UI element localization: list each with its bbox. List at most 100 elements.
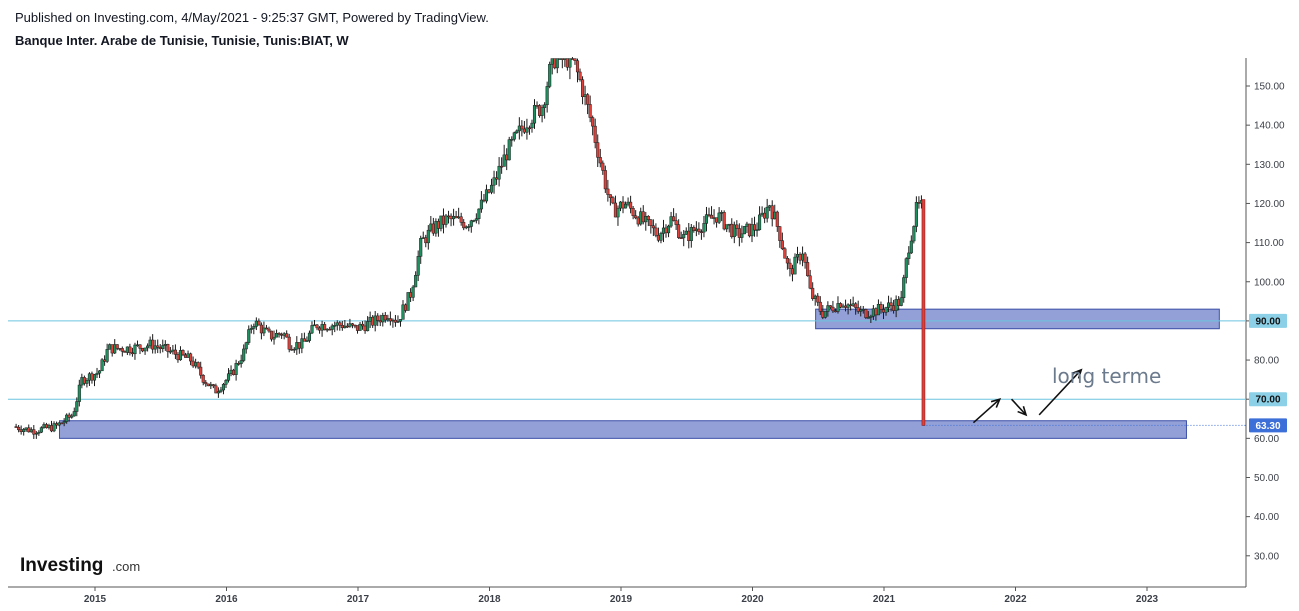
candle-body	[666, 225, 671, 234]
price-badge-label: 70.00	[1255, 395, 1280, 406]
candle	[153, 339, 157, 354]
candle	[113, 339, 117, 355]
candle-body	[532, 105, 537, 124]
candle	[140, 347, 145, 353]
candle-body	[57, 422, 61, 426]
candle	[704, 206, 709, 232]
candle-body	[482, 199, 486, 202]
candle	[232, 368, 236, 376]
candle	[760, 206, 764, 217]
candle-body	[515, 130, 519, 133]
candle-body	[318, 327, 322, 331]
y-tick-label: 80.00	[1254, 356, 1279, 367]
candle	[229, 365, 233, 377]
y-tick-label: 140.00	[1254, 121, 1285, 132]
candle-body	[864, 309, 868, 318]
candle-body	[591, 117, 595, 127]
candle	[811, 282, 815, 301]
candle-body	[497, 165, 501, 180]
candle	[239, 354, 243, 368]
candle	[742, 226, 746, 235]
candle	[138, 344, 142, 355]
candle-body	[406, 292, 410, 311]
candle	[19, 425, 23, 435]
candle	[27, 424, 31, 433]
candle-body	[727, 223, 731, 226]
candle-body	[373, 315, 377, 326]
candle-body	[661, 227, 666, 234]
candle	[285, 330, 289, 338]
candle	[578, 68, 582, 82]
candle-body	[773, 211, 777, 220]
candle	[363, 320, 367, 334]
candle	[123, 350, 127, 353]
candle	[616, 205, 620, 226]
arrow-head	[1072, 368, 1083, 379]
candle-body	[439, 215, 443, 229]
candle	[482, 194, 486, 203]
candle-body	[593, 125, 597, 143]
candle	[42, 422, 46, 429]
candle-body	[808, 275, 812, 289]
price-badges: 90.00 70.00 63.30	[1249, 313, 1287, 433]
candle	[909, 235, 913, 254]
y-tick-label: 120.00	[1254, 199, 1285, 210]
candle-body	[641, 211, 645, 223]
candle-body	[823, 311, 827, 318]
candle-body	[553, 58, 557, 69]
candle	[287, 333, 291, 353]
candle	[376, 313, 380, 327]
candle	[221, 382, 226, 395]
candle-body	[434, 221, 438, 234]
candle	[474, 213, 478, 224]
candle-body	[302, 338, 306, 342]
candle-body	[861, 309, 865, 311]
candle	[47, 423, 51, 430]
candle	[725, 224, 729, 233]
candle	[543, 102, 547, 119]
candle-body	[558, 58, 562, 60]
candle	[902, 274, 906, 303]
candle-body	[343, 325, 347, 329]
candle	[502, 144, 506, 167]
candle-body	[522, 128, 526, 133]
candle	[752, 216, 757, 237]
candle	[813, 294, 817, 306]
y-tick-label: 60.00	[1254, 434, 1279, 445]
candle	[575, 58, 580, 83]
candle	[55, 421, 59, 429]
arrow-shaft	[1038, 369, 1082, 416]
candle	[32, 425, 36, 439]
candle-body	[257, 320, 261, 326]
candle	[82, 375, 86, 386]
candle	[419, 235, 423, 264]
candle	[452, 208, 456, 226]
candle-body	[32, 429, 36, 435]
candle-body	[181, 350, 185, 356]
y-tick-label: 130.00	[1254, 160, 1285, 171]
candle-body	[616, 207, 620, 218]
candle	[315, 324, 319, 331]
candle	[446, 210, 451, 224]
candle-body	[403, 304, 408, 311]
candle	[277, 332, 281, 338]
candle	[176, 352, 180, 363]
candle-body	[828, 305, 832, 308]
candle-body	[254, 320, 258, 327]
candle	[831, 300, 835, 313]
candle	[682, 230, 686, 247]
candle	[495, 171, 499, 185]
candle-body	[77, 384, 81, 402]
candle-body	[606, 188, 610, 195]
candle	[196, 361, 200, 370]
candle-body	[287, 336, 291, 350]
candle	[558, 58, 562, 60]
candle	[295, 336, 299, 355]
candle	[459, 212, 463, 226]
candle-body	[735, 224, 739, 229]
candle	[684, 227, 688, 235]
candle-body	[191, 360, 195, 367]
support-zone-1	[815, 308, 1220, 330]
candle-body	[416, 256, 420, 276]
